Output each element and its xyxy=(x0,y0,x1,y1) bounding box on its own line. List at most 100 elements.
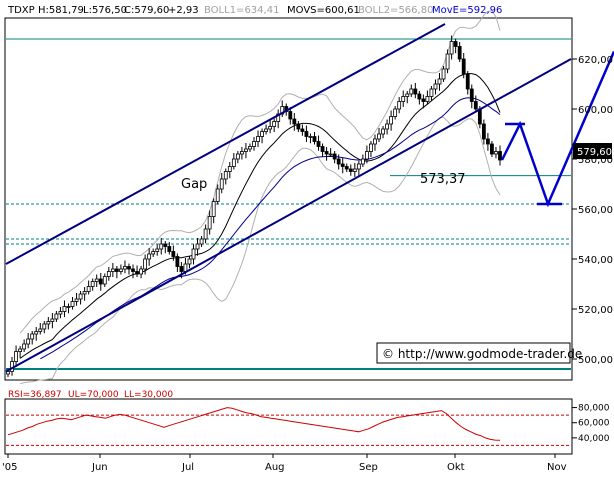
candle-body xyxy=(66,306,71,308)
candle-body xyxy=(288,111,293,120)
candle-body xyxy=(219,178,224,190)
projection-path xyxy=(500,51,614,208)
candle-body xyxy=(227,166,232,172)
candle-body xyxy=(78,293,83,300)
candle-body xyxy=(445,53,450,70)
channel-lower-line xyxy=(5,58,572,373)
candle-body xyxy=(187,258,192,265)
candle-body xyxy=(203,228,208,240)
candle-body xyxy=(481,123,486,140)
candle-body xyxy=(58,311,63,315)
candle-body xyxy=(272,121,277,127)
candle-body xyxy=(98,278,103,285)
header-move: MovE=592,96 xyxy=(432,5,502,16)
candle-body xyxy=(223,171,228,180)
candle-body xyxy=(461,58,466,75)
y-tick-label: 600,00 xyxy=(578,105,613,116)
candle-body xyxy=(256,136,260,142)
candle-body xyxy=(413,88,418,95)
bollinger-upper-line xyxy=(19,10,501,334)
header-low: L:576,50 xyxy=(83,5,127,16)
header-boll2: BOLL2=566,80 xyxy=(358,5,433,16)
candle-body xyxy=(348,168,353,172)
header-high: H:581,79 xyxy=(38,5,84,16)
rsi-y-tick-label: 80,000 xyxy=(578,404,610,414)
horizontal-levels xyxy=(6,38,571,370)
copyright-box: © http://www.godmode-trader.de xyxy=(376,342,582,364)
candle-body xyxy=(332,153,337,160)
moving-averages xyxy=(19,73,501,360)
candle-body xyxy=(86,286,91,292)
x-tick-label: Aug xyxy=(265,462,285,473)
rsi-ll: LL=30,000 xyxy=(124,390,173,400)
candle-body xyxy=(377,133,381,140)
header-change: +2,93 xyxy=(168,5,199,16)
y-tick-label: 500,00 xyxy=(578,355,613,366)
candle-body xyxy=(308,136,313,138)
candle-body xyxy=(369,143,373,152)
candle-body xyxy=(34,331,39,335)
candle-body xyxy=(143,258,148,270)
candle-body xyxy=(316,141,321,147)
candle-body xyxy=(477,108,482,125)
header-symbol: TDXP xyxy=(7,5,35,16)
candle-body xyxy=(139,268,143,275)
candle-body xyxy=(437,78,442,85)
candle-body xyxy=(421,98,426,102)
candle-body xyxy=(171,251,176,257)
candle-body xyxy=(417,93,422,100)
candle-body xyxy=(22,343,27,350)
candle-body xyxy=(425,96,430,102)
candle-body xyxy=(465,73,470,90)
candle-body xyxy=(123,266,127,270)
candle-body xyxy=(18,348,22,352)
candle-body xyxy=(276,113,281,122)
candle-body xyxy=(324,151,329,155)
header-close: C:579,60 xyxy=(124,5,169,16)
rsi-ul: UL=70,000 xyxy=(68,390,119,400)
trend-channel xyxy=(5,23,572,373)
candle-body xyxy=(344,166,349,170)
candle-body xyxy=(473,101,478,110)
ema-line xyxy=(40,97,501,360)
candle-body xyxy=(457,46,462,60)
candle-body xyxy=(119,268,123,272)
candle-body xyxy=(490,143,494,155)
candle-body xyxy=(441,68,446,80)
candle-body xyxy=(106,271,111,277)
candle-body xyxy=(373,138,377,145)
last-price-box: 579,60 xyxy=(573,143,612,159)
candles xyxy=(6,35,502,377)
candle-body xyxy=(127,266,131,270)
candle-body xyxy=(50,318,55,322)
y-tick-label: 520,00 xyxy=(578,305,613,316)
candle-body xyxy=(381,128,385,135)
candle-body xyxy=(30,333,35,340)
candle-body xyxy=(352,168,357,172)
projection-arrow xyxy=(500,51,614,208)
candle-body xyxy=(449,41,454,55)
gap-label: Gap xyxy=(181,177,207,192)
y-tick-label: 580,00 xyxy=(578,155,613,166)
x-tick-label: Okt xyxy=(447,462,465,473)
header-boll1: BOLL1=634,41 xyxy=(204,5,279,16)
candle-body xyxy=(389,116,394,125)
candle-body xyxy=(38,328,43,332)
candle-body xyxy=(292,118,297,125)
candle-body xyxy=(159,243,164,250)
rsi-panel-frame xyxy=(4,398,573,455)
candle-body xyxy=(240,151,244,155)
candle-body xyxy=(90,281,95,287)
candle-body xyxy=(26,338,31,345)
candle-body xyxy=(340,163,345,167)
candle-body xyxy=(54,313,59,320)
candle-body xyxy=(175,256,180,267)
channel-upper-line xyxy=(5,23,446,265)
candle-body xyxy=(62,306,67,312)
candle-body xyxy=(385,123,389,130)
candle-body xyxy=(135,271,139,275)
candle-body xyxy=(207,216,212,230)
candle-body xyxy=(498,151,502,161)
candle-body xyxy=(244,148,248,152)
